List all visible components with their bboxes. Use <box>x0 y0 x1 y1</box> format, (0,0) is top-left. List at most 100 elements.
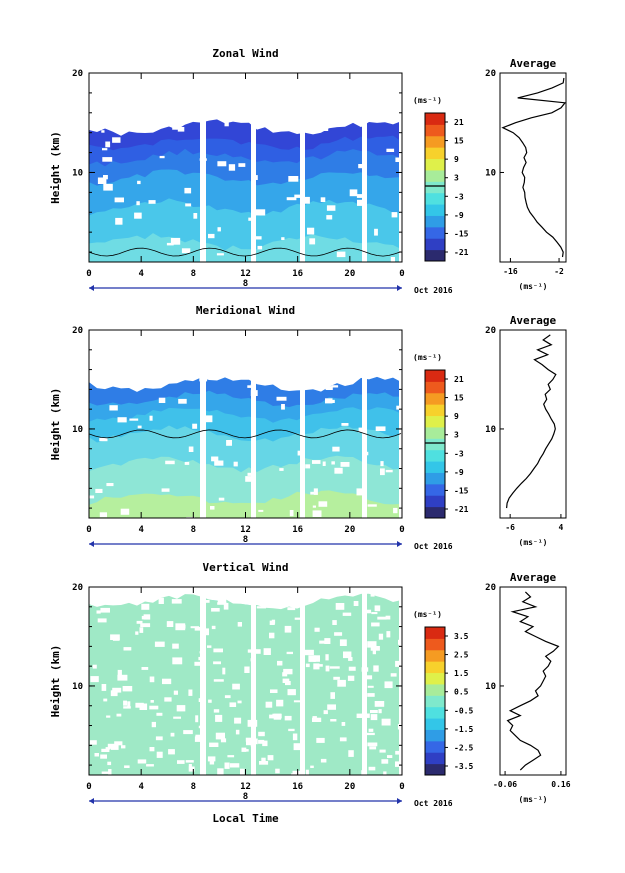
missing-cell <box>217 227 221 232</box>
colorbar-swatch <box>425 181 445 194</box>
missing-cell <box>372 587 379 593</box>
profile-frame <box>499 72 567 263</box>
missing-cell <box>304 339 310 345</box>
missing-cell <box>371 612 378 615</box>
missing-cell <box>158 597 164 604</box>
missing-cell <box>275 768 280 774</box>
profile-line <box>501 77 567 258</box>
missing-cell <box>368 766 376 771</box>
missing-cell <box>358 164 363 169</box>
missing-cell <box>387 755 393 758</box>
missing-cell <box>365 609 372 614</box>
wind-layer <box>89 593 402 775</box>
x-tick-label: 12 <box>240 782 251 792</box>
colorbar-swatch <box>425 706 445 719</box>
missing-cell <box>109 405 118 411</box>
missing-column <box>399 587 403 775</box>
missing-column <box>300 587 305 775</box>
missing-cell <box>236 108 246 116</box>
missing-cell <box>182 624 186 629</box>
missing-cell <box>272 330 282 334</box>
x-tick-label: 20 <box>344 269 355 279</box>
colorbar-tick-label: 0.5 <box>454 688 469 697</box>
colorbar-tick-label: 21 <box>454 118 464 127</box>
missing-column <box>409 107 413 297</box>
y-tick-label: 10 <box>72 682 83 692</box>
wind-field <box>89 119 402 262</box>
missing-cell <box>203 415 213 423</box>
y-axis-label: Height (km) <box>49 388 62 461</box>
colorbar-swatch <box>425 204 445 216</box>
profile-x-tick-label: -16 <box>503 267 518 276</box>
missing-cell <box>285 81 293 85</box>
missing-cell <box>257 245 263 250</box>
date-label: Oct 2016 <box>414 799 453 808</box>
missing-cell <box>166 621 174 627</box>
missing-cell <box>209 760 215 765</box>
missing-cell <box>166 345 170 352</box>
missing-cell <box>127 701 131 708</box>
average-profile: Average 20 10 -16 -2 (ms⁻¹) <box>485 57 567 291</box>
missing-cell <box>327 704 336 710</box>
missing-cell <box>217 598 227 604</box>
missing-cell <box>282 672 288 677</box>
missing-cell <box>122 686 133 692</box>
day-label: 8 <box>243 279 248 289</box>
missing-cell <box>188 764 192 767</box>
missing-cell <box>172 657 183 665</box>
missing-cell <box>170 732 175 737</box>
missing-cell <box>379 749 386 753</box>
missing-cell <box>92 664 97 669</box>
missing-column <box>200 363 206 552</box>
missing-cell <box>392 98 397 105</box>
missing-cell <box>378 709 382 714</box>
missing-cell <box>331 461 335 465</box>
missing-cell <box>326 215 333 220</box>
missing-cell <box>183 730 193 735</box>
missing-cell <box>251 236 262 240</box>
missing-cell <box>331 385 339 388</box>
missing-cell <box>325 654 329 661</box>
missing-cell <box>237 700 242 704</box>
colorbar-swatch <box>425 415 445 428</box>
day-label: 8 <box>243 535 248 545</box>
day-bar-arrow-right <box>397 541 402 547</box>
missing-cell <box>229 333 240 338</box>
missing-cell <box>149 747 155 752</box>
missing-cell <box>123 647 132 651</box>
missing-cell <box>241 747 247 752</box>
missing-cell <box>330 719 337 722</box>
colorbar-tick-label: 15 <box>454 394 464 403</box>
missing-cell <box>129 418 139 421</box>
missing-cell <box>148 200 156 204</box>
missing-cell <box>323 88 328 95</box>
missing-cell <box>276 699 284 707</box>
missing-cell <box>288 97 292 100</box>
missing-cell <box>245 737 255 742</box>
missing-cell <box>185 760 194 763</box>
y-tick-label: 10 <box>72 168 83 178</box>
missing-cell <box>310 76 316 80</box>
missing-cell <box>310 765 314 768</box>
x-tick-label: 0 <box>399 269 404 279</box>
colorbar-swatch <box>425 729 445 742</box>
missing-cell <box>356 488 363 496</box>
colorbar-swatch <box>425 495 445 508</box>
profile-x-tick-label: -0.06 <box>493 780 517 789</box>
colorbar-tick-label: -21 <box>454 248 469 257</box>
missing-cell <box>329 666 340 669</box>
missing-cell <box>190 626 200 629</box>
missing-cell <box>193 213 198 219</box>
missing-cell <box>348 750 354 757</box>
missing-cell <box>215 714 223 722</box>
colorbar-swatch <box>425 763 445 776</box>
missing-cell <box>330 692 335 699</box>
colorbar-tick-label: 15 <box>454 137 464 146</box>
missing-cell <box>307 227 315 235</box>
missing-cell <box>292 770 301 776</box>
missing-cell <box>312 716 317 721</box>
missing-cell <box>168 749 175 755</box>
missing-cell <box>325 386 333 390</box>
colorbar-swatch <box>425 649 445 662</box>
